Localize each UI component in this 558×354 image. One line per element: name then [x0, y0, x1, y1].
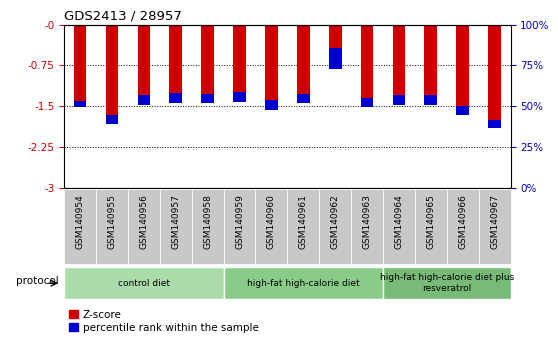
Bar [488, 120, 501, 128]
Bar [265, 25, 278, 110]
Text: GSM140955: GSM140955 [108, 194, 117, 249]
FancyBboxPatch shape [479, 189, 511, 264]
FancyBboxPatch shape [319, 189, 351, 264]
FancyBboxPatch shape [224, 267, 383, 299]
FancyBboxPatch shape [383, 267, 511, 299]
Bar [137, 95, 150, 104]
FancyBboxPatch shape [256, 189, 287, 264]
Legend: Z-score, percentile rank within the sample: Z-score, percentile rank within the samp… [69, 310, 259, 333]
Text: control diet: control diet [118, 279, 170, 288]
Bar [137, 25, 150, 104]
FancyBboxPatch shape [96, 189, 128, 264]
Text: high-fat high-calorie diet plus
resveratrol: high-fat high-calorie diet plus resverat… [379, 274, 514, 293]
FancyBboxPatch shape [447, 189, 479, 264]
Bar [74, 25, 86, 107]
FancyBboxPatch shape [287, 189, 319, 264]
FancyBboxPatch shape [415, 189, 447, 264]
FancyBboxPatch shape [160, 189, 192, 264]
Text: GSM140967: GSM140967 [490, 194, 499, 249]
Bar [360, 97, 373, 107]
Bar [393, 95, 405, 104]
Bar [456, 105, 469, 115]
Text: GSM140954: GSM140954 [76, 194, 85, 249]
Bar [425, 95, 437, 104]
Bar [233, 25, 246, 102]
Bar [233, 92, 246, 102]
Text: GSM140961: GSM140961 [299, 194, 308, 249]
Text: protocol: protocol [16, 276, 59, 286]
Text: GSM140964: GSM140964 [395, 194, 403, 249]
FancyBboxPatch shape [224, 189, 256, 264]
FancyBboxPatch shape [64, 189, 96, 264]
Bar [456, 25, 469, 115]
Text: GDS2413 / 28957: GDS2413 / 28957 [64, 9, 182, 22]
Text: GSM140965: GSM140965 [426, 194, 435, 249]
Bar [170, 93, 182, 103]
Bar [297, 94, 310, 103]
Bar [329, 25, 341, 69]
FancyBboxPatch shape [351, 189, 383, 264]
FancyBboxPatch shape [383, 189, 415, 264]
Text: GSM140962: GSM140962 [331, 194, 340, 249]
Bar [360, 25, 373, 107]
Bar [393, 25, 405, 104]
Text: GSM140963: GSM140963 [363, 194, 372, 249]
Bar [488, 25, 501, 128]
Bar [329, 48, 341, 69]
FancyBboxPatch shape [192, 189, 224, 264]
Bar [105, 25, 118, 124]
Text: GSM140957: GSM140957 [171, 194, 180, 249]
Text: GSM140960: GSM140960 [267, 194, 276, 249]
Bar [170, 25, 182, 103]
Bar [74, 101, 86, 107]
Bar [425, 25, 437, 104]
Text: GSM140958: GSM140958 [203, 194, 212, 249]
Text: high-fat high-calorie diet: high-fat high-calorie diet [247, 279, 359, 288]
Text: GSM140956: GSM140956 [140, 194, 148, 249]
Bar [201, 94, 214, 103]
Bar [297, 25, 310, 103]
Bar [201, 25, 214, 103]
FancyBboxPatch shape [128, 189, 160, 264]
Text: GSM140959: GSM140959 [235, 194, 244, 249]
Text: GSM140966: GSM140966 [458, 194, 467, 249]
Bar [265, 100, 278, 110]
Bar [105, 115, 118, 124]
FancyBboxPatch shape [64, 267, 224, 299]
